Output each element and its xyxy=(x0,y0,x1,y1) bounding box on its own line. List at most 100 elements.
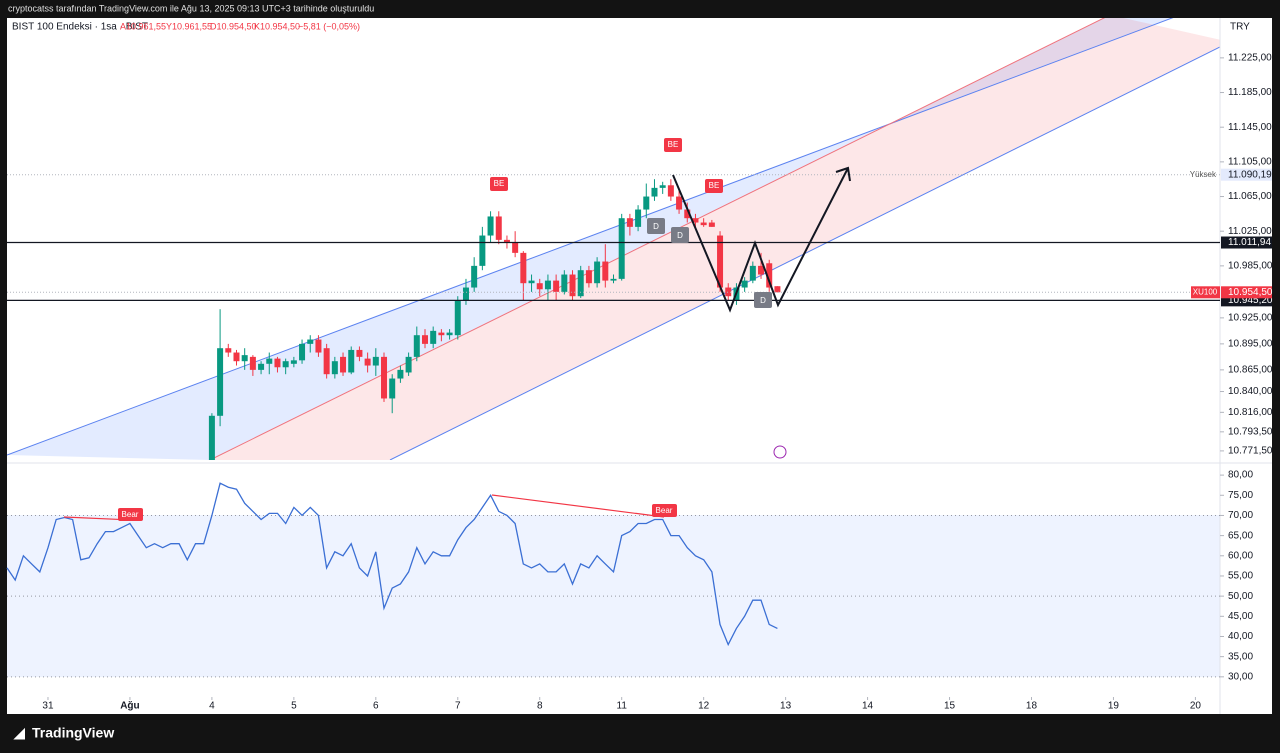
high-label: 11.090,19 xyxy=(1228,169,1272,180)
candle-body xyxy=(651,187,658,197)
x-tick-label: Ağu xyxy=(120,701,139,712)
y-tick-label: 11.145,00 xyxy=(1228,122,1272,133)
candle-body xyxy=(233,352,240,362)
y-tick-label: 55,00 xyxy=(1228,571,1253,582)
ohlc: A10.961,55 Y10.961,55 D10.954,50 K10.954… xyxy=(120,21,360,31)
candle-body xyxy=(413,335,420,357)
candle-body xyxy=(282,361,289,368)
candle-body xyxy=(299,343,306,361)
divergence xyxy=(491,494,665,518)
candle-body xyxy=(446,332,453,336)
channel-bottom xyxy=(389,46,1220,460)
x-tick-label: 13 xyxy=(780,701,792,712)
candle-body xyxy=(610,278,617,281)
high-name: Yüksek xyxy=(1190,170,1217,179)
y-tick-label: 50,00 xyxy=(1228,591,1253,602)
last-name-tag xyxy=(1191,286,1220,299)
y-tick-label: 10.865,00 xyxy=(1228,365,1273,376)
candle-body xyxy=(749,265,756,281)
y-tick-label: 11.105,00 xyxy=(1228,157,1272,168)
y-tick-label: 11.185,00 xyxy=(1228,87,1272,98)
y-tick-label: 10.925,00 xyxy=(1228,313,1273,324)
candle-body xyxy=(225,348,232,353)
ohlc-low: D10.954,50 xyxy=(210,21,257,31)
ohlc-open: A10.961,55 xyxy=(120,21,166,31)
candle-body xyxy=(520,252,527,284)
rsi-band xyxy=(7,515,1220,677)
candle-body xyxy=(307,339,314,344)
x-tick-label: 14 xyxy=(862,701,874,712)
candle-body xyxy=(290,360,297,364)
candle-body xyxy=(635,209,642,227)
y-tick-label: 45,00 xyxy=(1228,611,1253,622)
x-tick-label: 12 xyxy=(698,701,710,712)
projection-arrow xyxy=(835,166,851,182)
candle-body xyxy=(430,330,437,344)
candle-body xyxy=(512,242,519,253)
candle-body xyxy=(741,280,748,288)
y-tick-label: 11.025,00 xyxy=(1228,226,1272,237)
candle-body xyxy=(667,185,674,197)
candle-body xyxy=(323,348,330,375)
candle-body xyxy=(676,196,683,210)
candle-body xyxy=(397,369,404,379)
channel xyxy=(7,18,1220,460)
candle-body xyxy=(684,209,691,219)
event-icon[interactable] xyxy=(773,445,787,459)
candle-body xyxy=(708,222,715,227)
be-label: BE xyxy=(494,179,505,188)
level-label: 11.011,94 xyxy=(1228,237,1271,248)
candle-body xyxy=(569,274,576,297)
candle-body xyxy=(315,339,322,353)
candle-body xyxy=(561,274,568,292)
y-tick-label: 35,00 xyxy=(1228,651,1253,662)
candle-body xyxy=(364,358,371,366)
x-tick-label: 7 xyxy=(455,701,461,712)
x-tick-label: 18 xyxy=(1026,701,1038,712)
d-label: D xyxy=(677,231,683,240)
candle-body xyxy=(331,361,338,375)
y-tick-label: 40,00 xyxy=(1228,631,1253,642)
x-tick-label: 15 xyxy=(944,701,956,712)
candle-body xyxy=(274,358,281,368)
candle-body xyxy=(544,280,551,290)
d-label: D xyxy=(760,296,766,305)
y-tick-label: 10.771,50 xyxy=(1228,446,1273,457)
last-tag xyxy=(1221,286,1272,299)
y-tick-label: 11.225,00 xyxy=(1228,53,1272,64)
candle-body xyxy=(389,378,396,399)
candle-body xyxy=(495,216,502,240)
candle-body xyxy=(594,261,601,284)
candle-body xyxy=(618,218,625,279)
candle-body xyxy=(356,349,363,357)
candle-body xyxy=(774,286,781,293)
d-badge xyxy=(754,292,772,308)
x-tick-label: 19 xyxy=(1108,701,1120,712)
candle-body xyxy=(438,332,445,336)
bear-label: Bear xyxy=(122,510,139,519)
candle-body xyxy=(553,280,560,292)
x-tick-label: 8 xyxy=(537,701,543,712)
x-tick-label: 31 xyxy=(42,701,54,712)
candle-body xyxy=(381,356,388,399)
last-name: XU100 xyxy=(1193,287,1218,296)
candle-body xyxy=(536,283,543,290)
candle-body xyxy=(766,263,773,288)
level-label: 10.945,20 xyxy=(1228,295,1273,306)
x-tick-label: 11 xyxy=(617,701,628,712)
x-tick-label: 6 xyxy=(373,701,379,712)
currency: TRY xyxy=(1230,22,1250,33)
candle-body xyxy=(659,185,666,188)
candle-body xyxy=(217,348,224,416)
ohlc-close: K10.954,50 xyxy=(254,21,300,31)
brand-name: TradingView xyxy=(32,725,114,741)
be-label: BE xyxy=(709,181,720,190)
channel-upper-fill xyxy=(7,18,1173,460)
candle-body xyxy=(471,265,478,288)
x-tick-label: 5 xyxy=(291,701,297,712)
y-tick-label: 10.895,00 xyxy=(1228,339,1273,350)
candle-body xyxy=(208,415,215,460)
channel-mid xyxy=(209,18,1106,460)
candle-body xyxy=(577,270,584,297)
